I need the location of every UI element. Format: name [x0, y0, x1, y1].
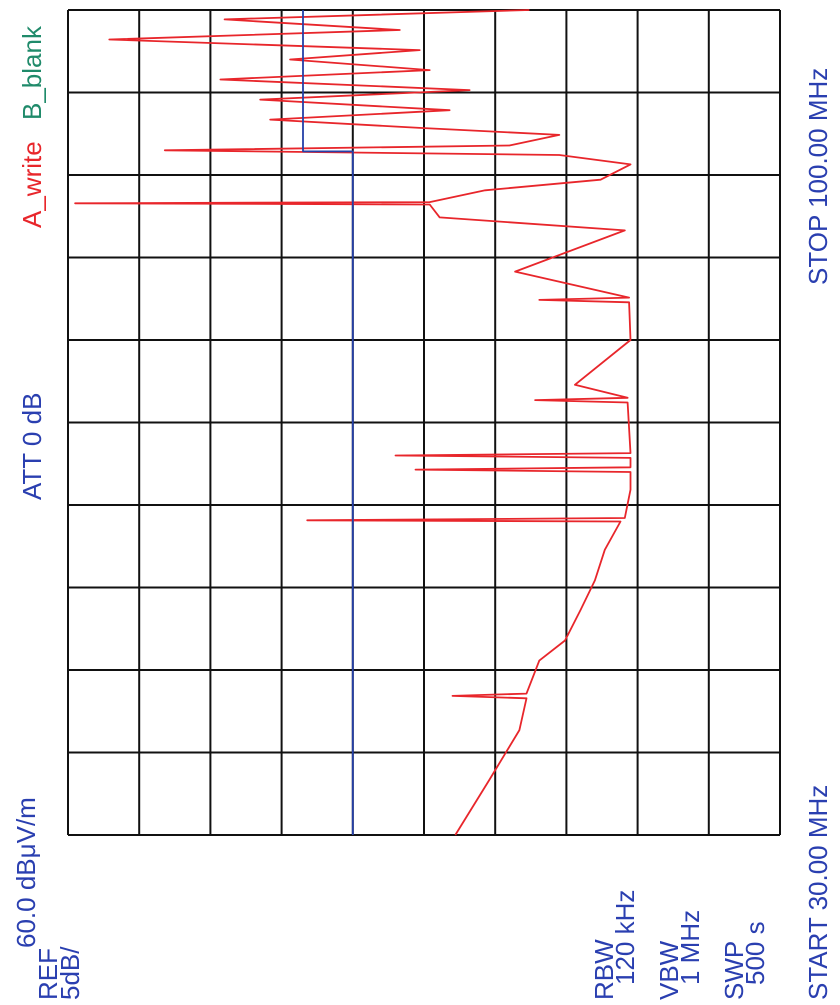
attenuation-label: ATT 0 dB	[17, 393, 47, 500]
reference-label: REF	[33, 948, 63, 1000]
reference-level: 60.0 dBμV/m	[11, 797, 41, 948]
scale-label: 5dB/	[55, 946, 85, 1000]
traces	[74, 9, 632, 836]
stop-label: STOP 100.00 MHz	[803, 68, 833, 285]
setting-value: 120 kHz	[610, 890, 640, 985]
trace-line	[302, 10, 354, 835]
setting-value: 1 MHz	[675, 910, 705, 985]
trace-line	[74, 9, 632, 836]
legend-entry: A_write	[17, 141, 47, 228]
setting-label: VBW	[654, 940, 684, 1000]
annotations: REF 60.0 dBμV/m 5dB/ ATT 0 dB START 30.0…	[11, 25, 833, 1000]
setting-label: RBW	[589, 939, 619, 1000]
setting-value: 500 s	[740, 921, 770, 985]
setting-label: SWP	[719, 941, 749, 1000]
legend-entry: B_blank	[17, 25, 47, 120]
start-label: START 30.00 MHz	[803, 785, 833, 1000]
